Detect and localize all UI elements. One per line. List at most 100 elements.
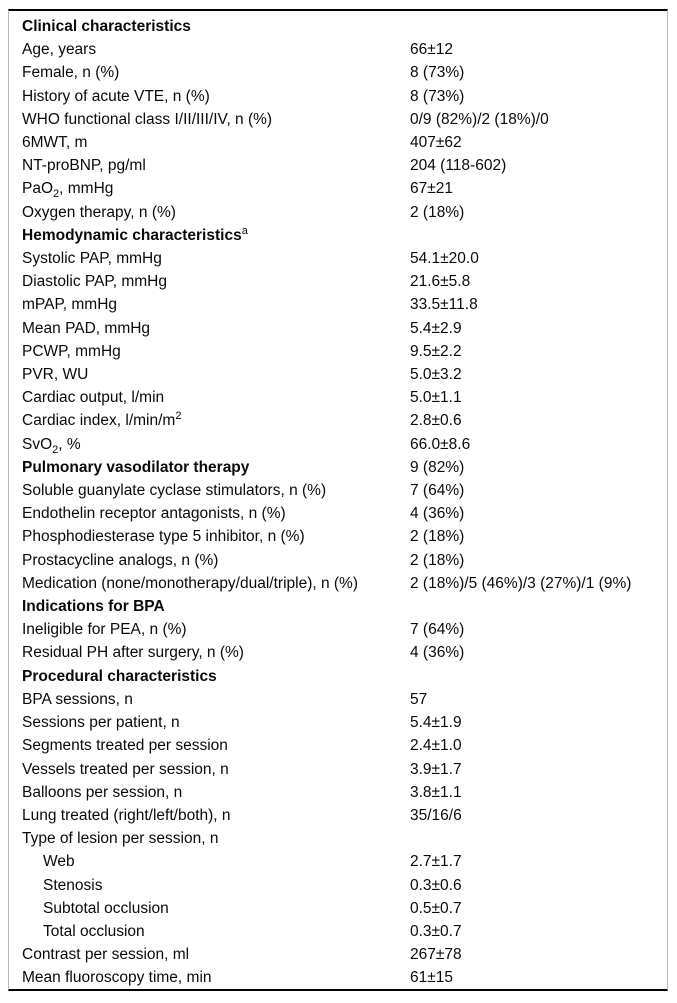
characteristic-value: 3.9±1.7 bbox=[410, 760, 462, 778]
characteristic-label: PCWP, mmHg bbox=[22, 342, 121, 360]
table-row: Oxygen therapy, n (%) 2 (18%) bbox=[22, 201, 661, 224]
characteristic-label: Phosphodiesterase type 5 inhibitor, n (%… bbox=[22, 528, 305, 546]
characteristic-label: Mean fluoroscopy time, min bbox=[22, 969, 212, 987]
characteristic-label: Mean PAD, mmHg bbox=[22, 319, 151, 337]
characteristic-label: Subtotal occlusion bbox=[43, 899, 169, 917]
characteristic-label: 6MWT, m bbox=[22, 134, 88, 152]
characteristic-value: 8 (73%) bbox=[410, 87, 465, 105]
table-row: Cardiac output, l/min 5.0±1.1 bbox=[22, 386, 661, 409]
characteristic-value: 66.0±8.6 bbox=[410, 435, 471, 453]
characteristic-value: 2 (18%) bbox=[410, 551, 465, 569]
table-row: Prostacycline analogs, n (%) 2 (18%) bbox=[22, 549, 661, 572]
table-row: Segments treated per session 2.4±1.0 bbox=[22, 734, 661, 757]
characteristic-label: Age, years bbox=[22, 41, 97, 59]
table-row: PaO2, mmHg 67±21 bbox=[22, 177, 661, 200]
characteristic-label: Ineligible for PEA, n (%) bbox=[22, 621, 187, 639]
characteristic-label: Type of lesion per session, n bbox=[22, 830, 219, 848]
characteristic-value: 35/16/6 bbox=[410, 806, 462, 824]
characteristic-label: Balloons per session, n bbox=[22, 783, 183, 801]
table-subrow: Web 2.7±1.7 bbox=[22, 850, 661, 873]
characteristic-label: Hemodynamic characteristicsa bbox=[22, 224, 248, 244]
characteristic-label: SvO2, % bbox=[22, 435, 81, 456]
characteristic-value: 3.8±1.1 bbox=[410, 783, 462, 801]
table-row: Age, years 66±12 bbox=[22, 38, 661, 61]
characteristic-label: Stenosis bbox=[43, 876, 103, 894]
table-row: Soluble guanylate cyclase stimulators, n… bbox=[22, 479, 661, 502]
section-header-row: Pulmonary vasodilator therapy 9 (82%) bbox=[22, 456, 661, 479]
characteristic-label: WHO functional class I/II/III/IV, n (%) bbox=[22, 110, 273, 128]
table-row: Sessions per patient, n 5.4±1.9 bbox=[22, 711, 661, 734]
characteristic-value: 407±62 bbox=[410, 134, 462, 152]
table-row: Endothelin receptor antagonists, n (%) 4 … bbox=[22, 502, 661, 525]
characteristic-value: 54.1±20.0 bbox=[410, 250, 479, 268]
table-row: Type of lesion per session, n bbox=[22, 827, 661, 850]
characteristic-label: BPA sessions, n bbox=[22, 690, 133, 708]
table-row: 6MWT, m 407±62 bbox=[22, 131, 661, 154]
section-header-row: Hemodynamic characteristicsa bbox=[22, 224, 661, 247]
characteristic-value: 33.5±11.8 bbox=[410, 296, 478, 314]
table-row: mPAP, mmHg 33.5±11.8 bbox=[22, 293, 661, 316]
characteristic-label: Vessels treated per session, n bbox=[22, 760, 229, 778]
table-row: PCWP, mmHg 9.5±2.2 bbox=[22, 340, 661, 363]
characteristic-value: 4 (36%) bbox=[410, 644, 465, 662]
table-row: PVR, WU 5.0±3.2 bbox=[22, 363, 661, 386]
table-row: Balloons per session, n 3.8±1.1 bbox=[22, 781, 661, 804]
characteristic-value: 2.4±1.0 bbox=[410, 737, 462, 755]
table-row: Systolic PAP, mmHg 54.1±20.0 bbox=[22, 247, 661, 270]
characteristic-label: Total occlusion bbox=[43, 922, 145, 940]
characteristic-label: Indications for BPA bbox=[22, 598, 165, 616]
characteristic-label: Soluble guanylate cyclase stimulators, n… bbox=[22, 482, 327, 500]
table-row: History of acute VTE, n (%) 8 (73%) bbox=[22, 85, 661, 108]
table-body: Clinical characteristics Age, years 66±12 F… bbox=[22, 15, 661, 990]
characteristic-label: Female, n (%) bbox=[22, 64, 120, 82]
table-row: Female, n (%) 8 (73%) bbox=[22, 61, 661, 84]
characteristic-value: 7 (64%) bbox=[410, 482, 465, 500]
characteristic-value: 2 (18%) bbox=[410, 203, 465, 221]
characteristic-label: Contrast per session, ml bbox=[22, 946, 190, 964]
characteristic-value: 2 (18%)/5 (46%)/3 (27%)/1 (9%) bbox=[410, 574, 632, 592]
characteristic-value: 57 bbox=[410, 690, 428, 708]
characteristic-label: Systolic PAP, mmHg bbox=[22, 250, 162, 268]
table-row: Medication (none/monotherapy/dual/triple… bbox=[22, 572, 661, 595]
table-row: Mean PAD, mmHg 5.4±2.9 bbox=[22, 317, 661, 340]
table-subrow: Stenosis 0.3±0.6 bbox=[22, 874, 661, 897]
characteristic-label: Endothelin receptor antagonists, n (%) bbox=[22, 505, 286, 523]
section-header-row: Indications for BPA bbox=[22, 595, 661, 618]
characteristic-value: 5.0±1.1 bbox=[410, 389, 462, 407]
characteristic-label: Oxygen therapy, n (%) bbox=[22, 203, 176, 221]
characteristic-label: PaO2, mmHg bbox=[22, 180, 114, 201]
table-row: Residual PH after surgery, n (%) 4 (36%) bbox=[22, 641, 661, 664]
characteristic-value: 8 (73%) bbox=[410, 64, 465, 82]
characteristic-label: Procedural characteristics bbox=[22, 667, 217, 685]
patient-characteristics-table: Clinical characteristics Age, years 66±12 F… bbox=[8, 9, 668, 991]
characteristic-value: 5.0±3.2 bbox=[410, 366, 462, 384]
table-row: Mean fluoroscopy time, min 61±15 bbox=[22, 966, 661, 989]
table-subrow: Total occlusion 0.3±0.7 bbox=[22, 920, 661, 943]
characteristic-label: Clinical characteristics bbox=[22, 18, 191, 35]
characteristic-value: 267±78 bbox=[410, 946, 462, 964]
characteristic-value: 9.5±2.2 bbox=[410, 342, 462, 360]
table-row: BPA sessions, n 57 bbox=[22, 688, 661, 711]
characteristic-label: Prostacycline analogs, n (%) bbox=[22, 551, 219, 569]
characteristic-value: 66±12 bbox=[410, 41, 453, 59]
characteristic-label: Sessions per patient, n bbox=[22, 714, 180, 732]
characteristic-value: 9 (82%) bbox=[410, 458, 465, 476]
characteristic-value: 2 (18%) bbox=[410, 528, 465, 546]
characteristic-value: 2.8±0.6 bbox=[410, 412, 462, 430]
characteristic-value: 5.4±2.9 bbox=[410, 319, 462, 337]
table-row: WHO functional class I/II/III/IV, n (%) 0… bbox=[22, 108, 661, 131]
characteristic-value: 61±15 bbox=[410, 969, 453, 987]
section-header-row: Procedural characteristics bbox=[22, 665, 661, 688]
table-row: SvO2, % 66.0±8.6 bbox=[22, 433, 661, 456]
characteristic-value: 0/9 (82%)/2 (18%)/0 bbox=[410, 110, 549, 128]
section-header-row: Clinical characteristics bbox=[22, 15, 661, 38]
characteristic-label: Lung treated (right/left/both), n bbox=[22, 806, 231, 824]
characteristic-label: Web bbox=[43, 853, 75, 871]
characteristic-value: 0.3±0.6 bbox=[410, 876, 462, 894]
characteristic-label: Residual PH after surgery, n (%) bbox=[22, 644, 244, 662]
characteristic-value: 0.5±0.7 bbox=[410, 899, 462, 917]
table-row: Lung treated (right/left/both), n 35/16/6 bbox=[22, 804, 661, 827]
characteristic-value: 204 (118-602) bbox=[410, 157, 507, 175]
characteristic-value: 4 (36%) bbox=[410, 505, 465, 523]
characteristic-value: 2.7±1.7 bbox=[410, 853, 462, 871]
